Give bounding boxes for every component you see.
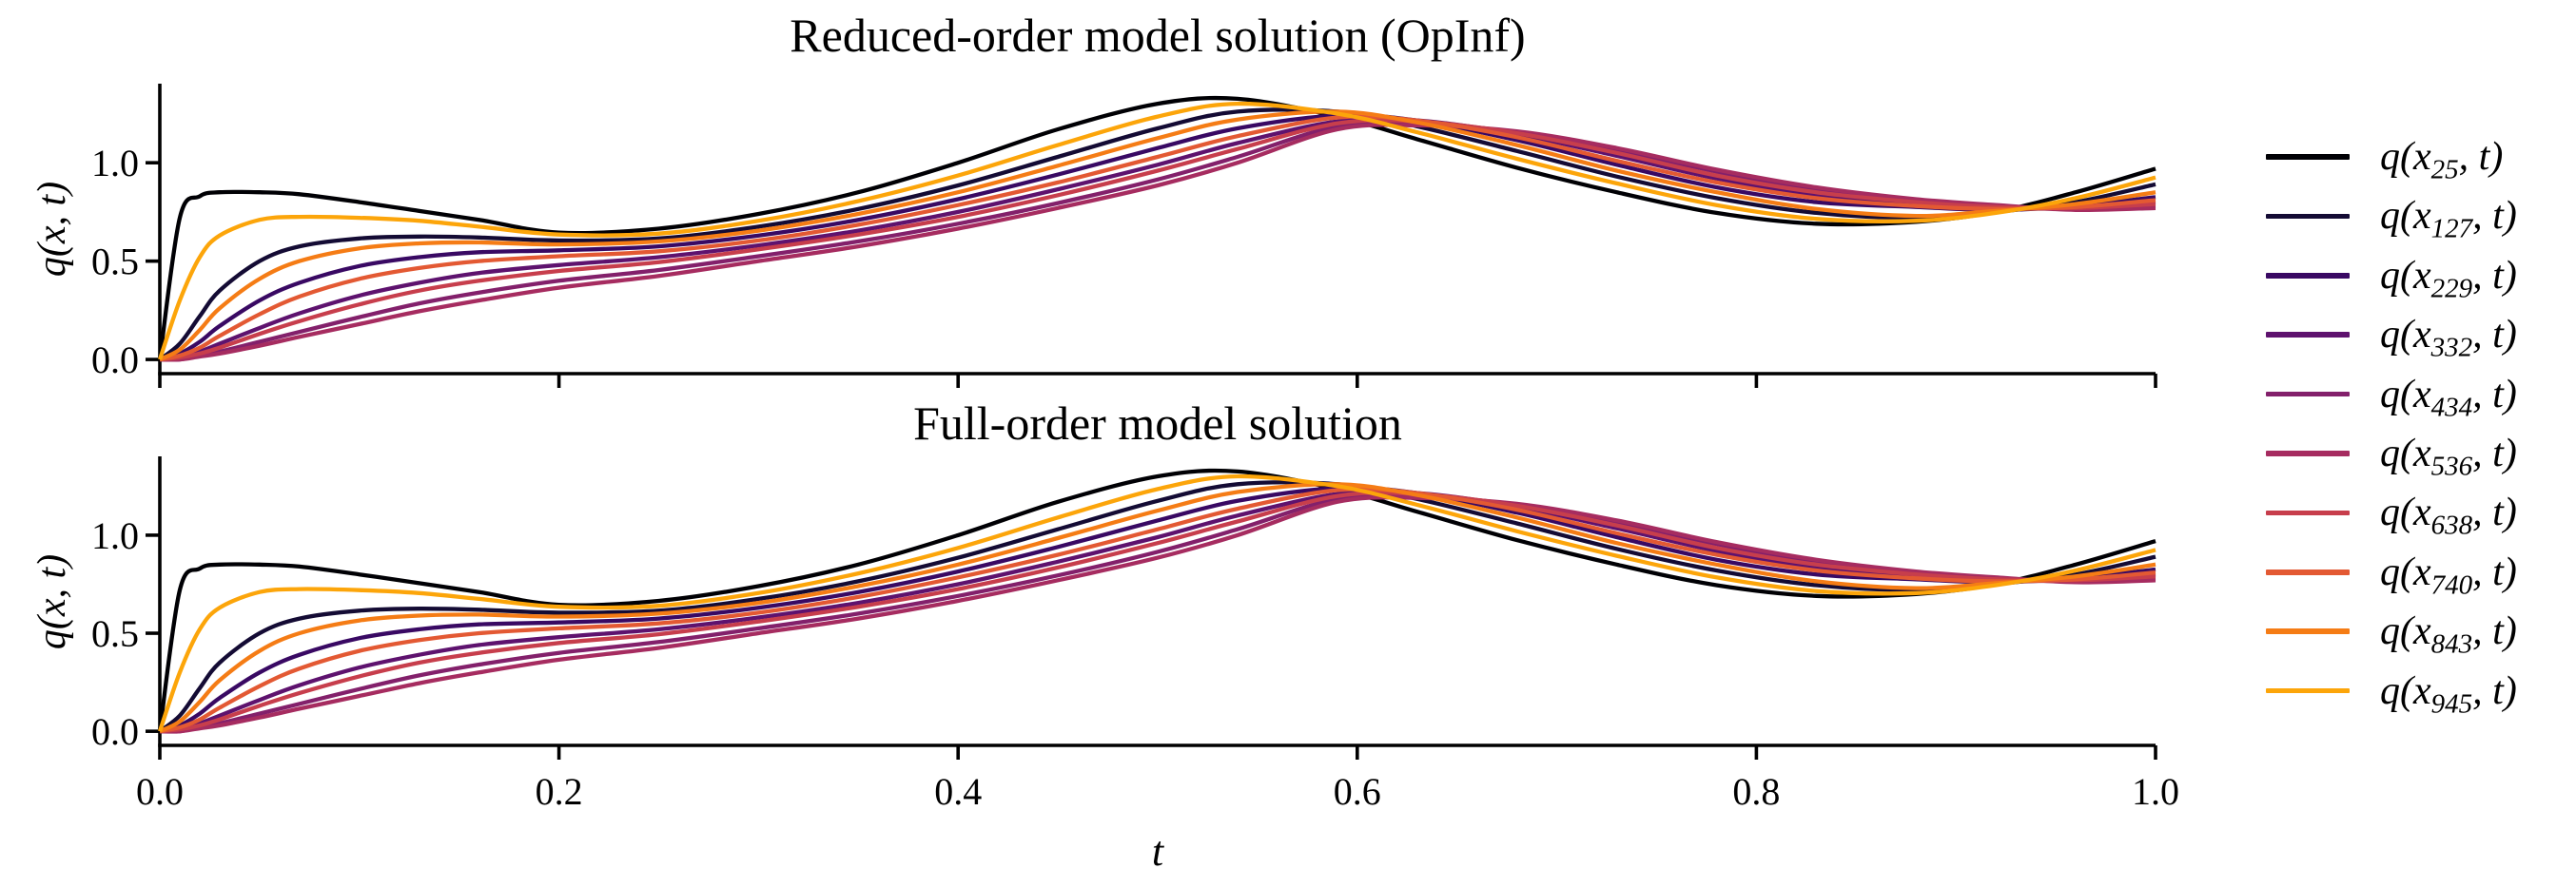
series-line-x638 — [159, 491, 2156, 734]
series-line-x740 — [159, 114, 2156, 362]
series-line-x434 — [159, 120, 2156, 362]
series-line-x127 — [158, 107, 2156, 361]
series-line-x536 — [159, 123, 2156, 362]
series-line-x229 — [159, 485, 2156, 734]
y-tick-label: 0.0 — [91, 710, 139, 753]
series-line-x536 — [159, 494, 2156, 734]
series-line-x127 — [158, 480, 2156, 733]
x-tick-label: 0.4 — [934, 770, 982, 813]
y-tick-label: 0.5 — [91, 241, 139, 283]
series-line-x945 — [157, 101, 2156, 360]
x-axis-label: t — [1151, 828, 1164, 875]
series-line-x25 — [157, 95, 2156, 360]
top-y-axis-label: q(x, t) — [30, 181, 74, 278]
x-tick-label: 0.2 — [536, 770, 583, 813]
series-line-x229 — [159, 112, 2156, 362]
x-tick-label: 0.8 — [1732, 770, 1780, 813]
series-line-x332 — [159, 116, 2156, 362]
series-line-x434 — [159, 492, 2156, 734]
x-tick-label: 0.0 — [136, 770, 184, 813]
axes-rom: 0.0 0.5 1.0 — [91, 84, 2157, 388]
bottom-plot-title: Full-order model solution — [913, 396, 1402, 450]
y-tick-label: 1.0 — [91, 514, 139, 557]
series-line-x843 — [159, 482, 2156, 734]
series-line-x332 — [159, 489, 2156, 734]
x-tick-label: 1.0 — [2132, 770, 2179, 813]
series-line-x740 — [159, 487, 2156, 734]
top-plot-title: Reduced-order model solution (OpInf) — [790, 9, 1526, 62]
series-line-x945 — [157, 473, 2156, 732]
y-tick-label: 0.5 — [91, 612, 139, 655]
y-tick-label: 1.0 — [91, 142, 139, 184]
bottom-y-axis-label: q(x, t) — [30, 553, 74, 650]
series-line-x638 — [159, 118, 2156, 362]
axes-fom: 0.0 0.2 0.4 0.6 0.8 1.0 0.0 0.5 1.0 — [91, 456, 2179, 813]
x-tick-label: 0.6 — [1334, 770, 1381, 813]
series-line-x25 — [157, 468, 2156, 732]
y-tick-label: 0.0 — [91, 338, 139, 381]
series-line-x843 — [159, 109, 2156, 362]
